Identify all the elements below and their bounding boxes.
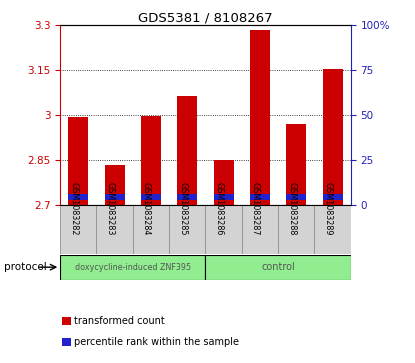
Bar xyxy=(177,96,197,205)
Bar xyxy=(242,205,278,254)
Bar xyxy=(68,117,88,205)
Text: GSM1083286: GSM1083286 xyxy=(215,182,224,236)
Bar xyxy=(286,124,306,205)
Bar xyxy=(141,194,161,200)
Title: GDS5381 / 8108267: GDS5381 / 8108267 xyxy=(138,11,273,24)
Bar xyxy=(105,194,124,200)
Bar xyxy=(177,194,197,200)
Bar xyxy=(278,205,315,254)
Bar xyxy=(105,165,124,205)
Bar xyxy=(60,255,205,280)
Text: percentile rank within the sample: percentile rank within the sample xyxy=(74,337,239,347)
Text: transformed count: transformed count xyxy=(74,316,165,326)
Bar xyxy=(169,205,205,254)
Bar xyxy=(205,255,351,280)
Text: GSM1083284: GSM1083284 xyxy=(142,182,151,236)
Bar xyxy=(141,116,161,205)
Text: doxycycline-induced ZNF395: doxycycline-induced ZNF395 xyxy=(75,263,191,272)
Bar xyxy=(322,194,342,200)
Bar xyxy=(315,205,351,254)
Bar xyxy=(250,194,270,200)
Bar xyxy=(96,205,133,254)
Text: GSM1083289: GSM1083289 xyxy=(324,182,332,236)
Text: GSM1083287: GSM1083287 xyxy=(251,182,260,236)
Text: GSM1083283: GSM1083283 xyxy=(106,182,115,236)
Bar xyxy=(60,205,96,254)
Bar xyxy=(214,194,234,200)
Text: control: control xyxy=(261,262,295,272)
Bar xyxy=(322,69,342,205)
Text: GSM1083285: GSM1083285 xyxy=(178,182,187,236)
Text: GSM1083282: GSM1083282 xyxy=(69,182,78,236)
Text: protocol: protocol xyxy=(4,262,47,272)
Bar xyxy=(214,160,234,205)
Bar xyxy=(250,30,270,205)
Bar xyxy=(133,205,169,254)
Bar xyxy=(286,194,306,200)
Text: GSM1083288: GSM1083288 xyxy=(287,182,296,236)
Bar xyxy=(205,205,242,254)
Bar xyxy=(68,194,88,200)
